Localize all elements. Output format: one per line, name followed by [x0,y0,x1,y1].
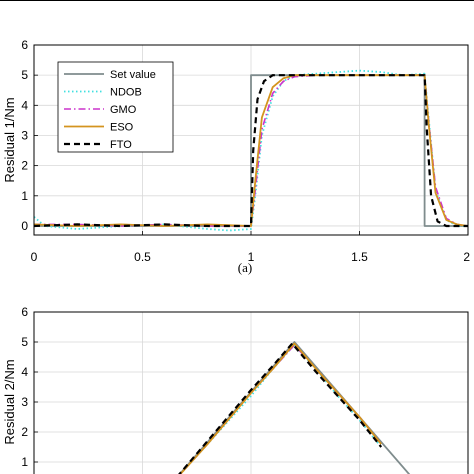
x-tick-label: 1.5 [351,250,368,264]
series-line-set-value [178,341,411,474]
y-tick-label: 3 [21,395,28,409]
ticks-b: 1 2 3 4 5 6 [21,305,38,469]
y-axis-label-a: Residual 1/Nm [2,97,17,182]
series-line-ndob [179,344,382,474]
y-tick-label: 1 [21,189,28,203]
legend-box [57,61,174,153]
series-group-a [34,69,468,232]
x-tick-label: 0 [31,250,38,264]
legend-entry: FTO [110,139,132,151]
legend: Set value NDOB GMO ESO FTO [57,61,174,153]
x-tick-label: 1 [248,250,255,264]
chart-panel-a: 0 1 2 3 4 5 6 0 0.5 1 1.5 2 Residual 1/Nm (a) Set v… [2,38,470,275]
x-tick-label: 2 [463,250,470,264]
y-tick-label: 6 [21,38,28,52]
series-line-fto [34,74,468,228]
y-tick-label: 0 [21,219,28,233]
legend-entry: NDOB [110,87,142,99]
chart-panel-b: 1 2 3 4 5 6 Residual 2/Nm [2,305,469,474]
y-tick-label: 5 [21,68,28,82]
y-tick-label: 2 [21,425,28,439]
y-tick-label: 2 [21,159,28,173]
y-tick-label: 6 [21,305,28,319]
series-line-eso [34,74,468,227]
y-tick-label: 4 [21,365,28,379]
y-tick-label: 5 [21,335,28,349]
panel-label-a: (a) [238,260,252,275]
legend-entry: GMO [110,104,137,116]
x-tick-label: 0.5 [134,250,151,264]
y-tick-label: 3 [21,128,28,142]
series-line-eso [179,342,382,474]
series-line-ndob [34,69,468,232]
ticks-a: 0 1 2 3 4 5 6 0 0.5 1 1.5 2 [21,38,470,264]
y-tick-label: 1 [21,455,28,469]
y-axis-label-b: Residual 2/Nm [2,359,17,444]
legend-entry: Set value [110,69,156,81]
y-tick-label: 4 [21,98,28,112]
series-group-b [178,341,411,474]
legend-entry: ESO [110,122,134,134]
